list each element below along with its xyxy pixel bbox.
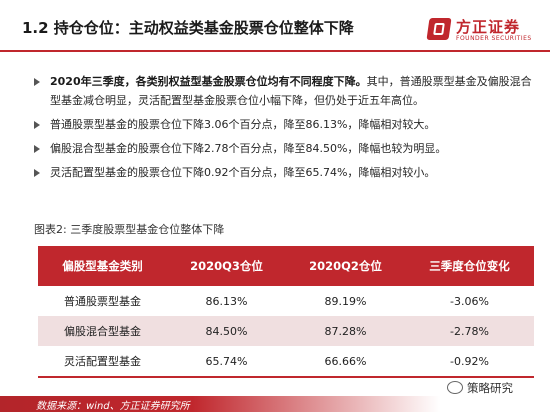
- bullet-text: 其中，普通股票型基金及偏股混合型基金减仓明显，灵活配置型基金股票仓位小幅下降，但…: [50, 75, 532, 107]
- table-cell: 87.28%: [285, 316, 406, 346]
- table-row: 灵活配置型基金 65.74% 66.66% -0.92%: [38, 346, 534, 378]
- table-cell: 偏股混合型基金: [38, 316, 167, 346]
- table-cell: 普通股票型基金: [63, 295, 141, 308]
- header: 1.2 持仓仓位：主动权益类基金股票仓位整体下降 方正证券 FOUNDER SE…: [0, 0, 550, 52]
- arrow-bullet-icon: [34, 145, 40, 153]
- column-header: 2020Q2仓位: [285, 246, 406, 286]
- table-cell: 灵活配置型基金: [38, 346, 167, 378]
- bullet-item: 偏股混合型基金的股票仓位下降2.78个百分点，降至84.50%，降幅也较为明显。: [34, 139, 534, 158]
- table-row: 偏股混合型基金 84.50% 87.28% -2.78%: [38, 316, 534, 346]
- bullet-strong-text: 2020年三季度，各类别权益型基金股票仓位均有不同程度下降。: [50, 75, 367, 88]
- watermark: 策略研究: [447, 380, 513, 396]
- table-header-row: 偏股型基金类别 2020Q3仓位 2020Q2仓位 三季度仓位变化: [38, 246, 534, 286]
- arrow-bullet-icon: [34, 78, 40, 86]
- bullet-text: 普通股票型基金的股票仓位下降3.06个百分点，降至86.13%，降幅相对较大。: [50, 118, 436, 131]
- table-cell: 65.74%: [166, 346, 286, 378]
- bullet-item: 灵活配置型基金的股票仓位下降0.92个百分点，降至65.74%，降幅相对较小。: [34, 163, 534, 182]
- company-logo: 方正证券 FOUNDER SECURITIES: [426, 16, 538, 46]
- fund-position-table: 偏股型基金类别 2020Q3仓位 2020Q2仓位 三季度仓位变化 普通股票型基…: [38, 246, 534, 378]
- page-title: 1.2 持仓仓位：主动权益类基金股票仓位整体下降: [22, 19, 354, 37]
- column-header: 偏股型基金类别: [38, 246, 167, 286]
- wechat-icon: [447, 381, 463, 394]
- founder-logo-icon: [426, 18, 452, 40]
- header-divider: [0, 50, 550, 52]
- table-row: 普通股票型基金 86.13% 89.19% -3.06%: [38, 286, 534, 316]
- table-cell: -0.92%: [405, 346, 534, 378]
- table-cell: 89.19%: [324, 294, 367, 308]
- footer-bar: [0, 396, 550, 412]
- bullet-list: 2020年三季度，各类别权益型基金股票仓位均有不同程度下降。其中，普通股票型基金…: [34, 72, 534, 187]
- table-cell: 84.50%: [166, 316, 286, 346]
- figure-label: 图表2: 三季度股票型基金仓位整体下降: [34, 223, 225, 236]
- watermark-text: 策略研究: [467, 381, 513, 395]
- table-cell: -3.06%: [450, 294, 489, 308]
- data-source: 数据来源：wind、方正证券研究所: [36, 401, 190, 412]
- arrow-bullet-icon: [34, 169, 40, 177]
- bullet-text: 灵活配置型基金的股票仓位下降0.92个百分点，降至65.74%，降幅相对较小。: [50, 166, 436, 179]
- column-header: 三季度仓位变化: [405, 246, 534, 286]
- table-cell: 86.13%: [205, 294, 248, 308]
- arrow-bullet-icon: [34, 121, 40, 129]
- logo-english-name: FOUNDER SECURITIES: [456, 35, 532, 42]
- bullet-text: 偏股混合型基金的股票仓位下降2.78个百分点，降至84.50%，降幅也较为明显。: [50, 142, 447, 155]
- bullet-item: 普通股票型基金的股票仓位下降3.06个百分点，降至86.13%，降幅相对较大。: [34, 115, 534, 134]
- table-cell: -2.78%: [405, 316, 534, 346]
- logo-chinese-name: 方正证券: [456, 18, 521, 36]
- bullet-item: 2020年三季度，各类别权益型基金股票仓位均有不同程度下降。其中，普通股票型基金…: [34, 72, 534, 110]
- column-header: 2020Q3仓位: [166, 246, 286, 286]
- table-cell: 66.66%: [285, 346, 406, 378]
